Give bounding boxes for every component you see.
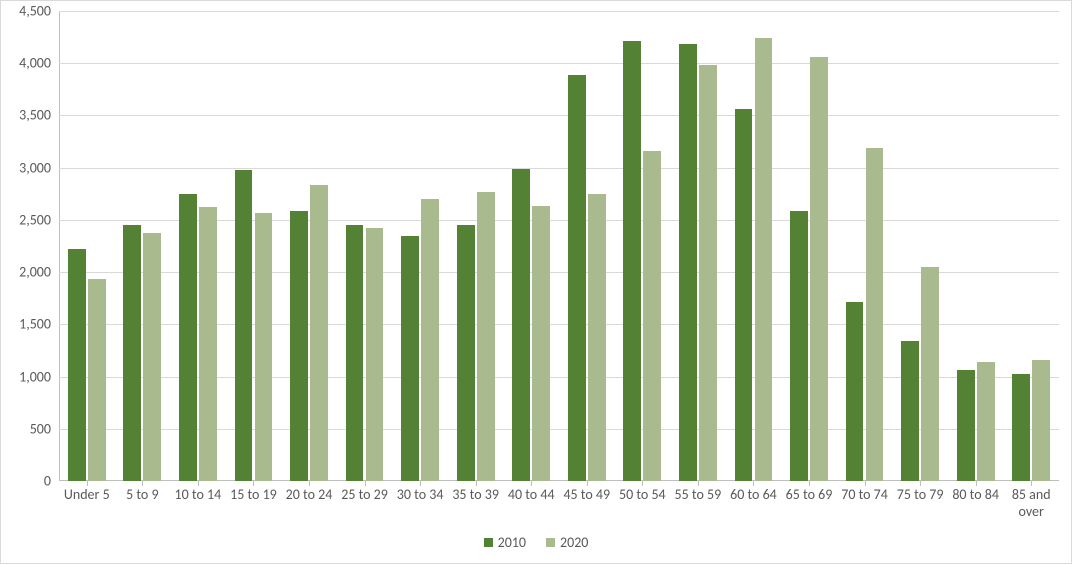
bar-2010-4 [290,211,308,482]
legend-item-2020: 2020 [546,534,588,551]
gridline [59,168,1059,169]
y-axis-line [59,11,60,481]
gridline [59,115,1059,116]
x-tick-label: 70 to 74 [839,487,891,504]
bar-2010-3 [235,170,253,481]
legend-swatch [546,538,555,547]
x-tick-label: 75 to 79 [894,487,946,504]
bar-2020-17 [1032,360,1050,481]
plot-area: 05001,0001,5002,0002,5003,0003,5004,0004… [59,11,1059,481]
x-tick-label: 60 to 64 [727,487,779,504]
x-tick-label: 35 to 39 [450,487,502,504]
bar-2020-5 [366,228,384,481]
bar-2020-14 [866,148,884,481]
bar-2010-15 [901,341,919,481]
bar-2020-15 [921,267,939,481]
bar-2020-11 [699,65,717,481]
bar-2010-16 [957,370,975,481]
bar-2010-12 [735,109,753,481]
legend-item-2010: 2010 [484,534,526,551]
bar-2010-6 [401,236,419,481]
y-tick-label: 500 [30,420,51,437]
x-tick-label: 85 and over [1005,487,1057,521]
bar-2010-8 [512,169,530,481]
y-tick-label: 4,000 [19,55,51,72]
y-tick-label: 3,500 [19,107,51,124]
x-tick-label: 55 to 59 [672,487,724,504]
y-tick-label: 1,000 [19,368,51,385]
gridline [59,63,1059,64]
legend-swatch [484,538,493,547]
bar-2010-10 [623,41,641,481]
x-tick-label: Under 5 [61,487,113,504]
y-tick-label: 2,500 [19,211,51,228]
y-tick-label: 1,500 [19,316,51,333]
legend-label: 2010 [498,534,526,551]
chart-frame: 0 500 1,000 1,500 2,000 2,500 3,000 3,500 4,000 4… [0,0,1072,564]
bar-2010-5 [346,225,364,481]
bar-2020-10 [643,151,661,481]
x-tick-label: 5 to 9 [116,487,168,504]
bar-2020-9 [588,194,606,481]
bar-2010-9 [568,75,586,481]
x-tick-label: 10 to 14 [172,487,224,504]
bar-2020-1 [143,233,161,481]
bar-2020-16 [977,362,995,481]
x-tick-label: 20 to 24 [283,487,335,504]
bar-2010-2 [179,194,197,481]
bar-2020-12 [755,38,773,481]
x-tick-label: 80 to 84 [950,487,1002,504]
legend: 2010 2020 [1,534,1071,551]
y-tick-label: 2,000 [19,264,51,281]
y-tick-label: 0 [44,473,51,490]
bar-2020-6 [421,199,439,481]
x-tick-label: 40 to 44 [505,487,557,504]
bar-2010-14 [846,302,864,481]
x-tick-label: 25 to 29 [339,487,391,504]
x-tick-label: 15 to 19 [227,487,279,504]
bar-2020-8 [532,206,550,481]
x-tick-label: 30 to 34 [394,487,446,504]
bar-2020-13 [810,57,828,481]
bar-2020-0 [88,279,106,481]
bar-2020-7 [477,192,495,481]
x-tick-label: 45 to 49 [561,487,613,504]
gridline [59,11,1059,12]
bar-2010-11 [679,44,697,481]
y-tick-label: 4,500 [19,3,51,20]
bar-2010-17 [1012,374,1030,481]
bar-2020-4 [310,185,328,481]
legend-label: 2020 [560,534,588,551]
x-tick-label: 65 to 69 [783,487,835,504]
x-tick-label: 50 to 54 [616,487,668,504]
bar-2020-3 [255,213,273,481]
bar-2010-13 [790,211,808,482]
bar-2010-0 [68,249,86,481]
bar-2010-7 [457,225,475,481]
bar-2010-1 [123,225,141,481]
y-tick-label: 3,000 [19,159,51,176]
bar-2020-2 [199,207,217,481]
